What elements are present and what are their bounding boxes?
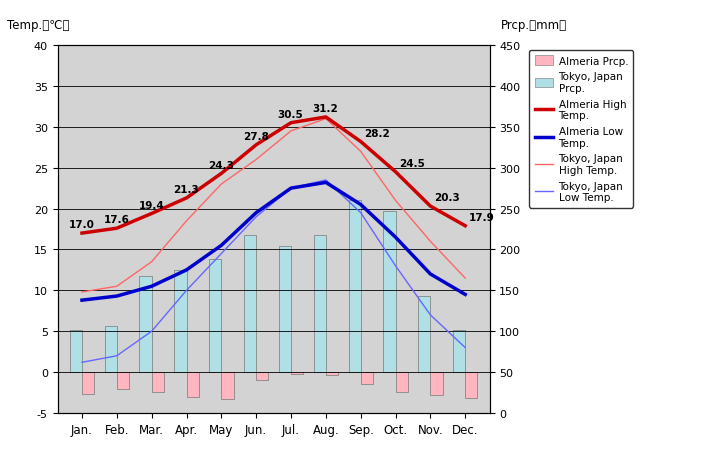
Bar [326,372,338,375]
Text: Prcp.（mm）: Prcp.（mm） [500,19,567,32]
Text: Temp.（℃）: Temp.（℃） [7,19,70,32]
Text: 24.3: 24.3 [208,160,234,170]
Legend: Almeria Prcp., Tokyo, Japan
Prcp., Almeria High
Temp., Almeria Low
Temp., Tokyo,: Almeria Prcp., Tokyo, Japan Prcp., Almer… [529,51,634,208]
Text: 19.4: 19.4 [138,200,164,210]
Bar [82,372,94,394]
Bar [279,246,291,372]
Bar [395,372,408,392]
Bar [256,372,269,381]
Text: 17.9: 17.9 [469,213,495,223]
Bar [70,330,82,372]
Text: 31.2: 31.2 [312,104,338,114]
Bar [244,235,256,372]
Bar [209,260,221,372]
Bar [140,277,152,372]
Text: 27.8: 27.8 [243,132,269,142]
Bar [104,327,117,372]
Bar [383,212,395,372]
Bar [117,372,129,389]
Bar [465,372,477,398]
Bar [431,372,443,395]
Text: 30.5: 30.5 [278,110,304,120]
Bar [152,372,164,392]
Bar [291,372,303,374]
Text: 17.0: 17.0 [68,220,94,230]
Text: 21.3: 21.3 [174,185,199,195]
Bar [418,297,431,372]
Bar [221,372,233,399]
Bar [186,372,199,397]
Bar [453,330,465,372]
Text: 24.5: 24.5 [399,159,425,168]
Bar [348,201,361,372]
Bar [361,372,373,384]
Text: 28.2: 28.2 [364,129,390,139]
Bar [174,270,186,372]
Text: 17.6: 17.6 [104,215,130,225]
Text: 20.3: 20.3 [434,193,459,203]
Bar [314,235,326,372]
